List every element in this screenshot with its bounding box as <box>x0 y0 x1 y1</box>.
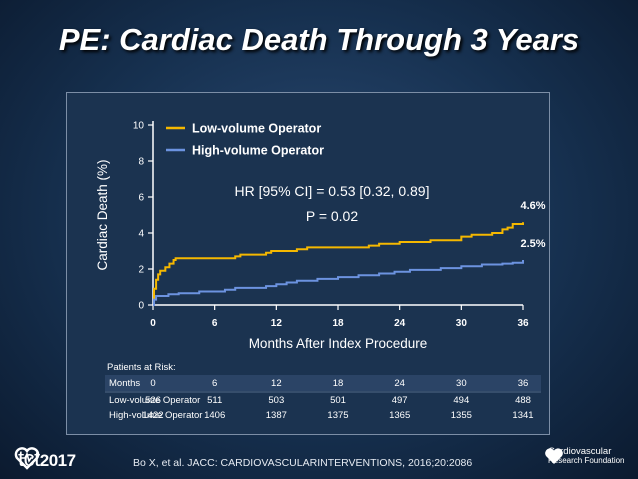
p-value-annotation: P = 0.02 <box>306 208 359 224</box>
risk-table-cell: 1375 <box>327 410 348 421</box>
slide-title: PE: Cardiac Death Through 3 Years <box>58 22 580 57</box>
heart-logo-icon <box>14 447 40 470</box>
risk-table-cell: 526 <box>145 395 161 406</box>
legend-label-high-volume: High-volume Operator <box>192 144 324 158</box>
risk-table-month: 6 <box>212 378 217 389</box>
tct-year: 2017 <box>39 451 76 470</box>
risk-table-cell: 494 <box>453 395 469 406</box>
y-tick-label: 10 <box>133 121 145 132</box>
risk-table-month: 24 <box>394 378 405 389</box>
y-tick-label: 8 <box>138 157 144 168</box>
hazard-ratio-annotation: HR [95% CI] = 0.53 [0.32, 0.89] <box>235 183 430 199</box>
crf-line2: Research Foundation <box>548 456 625 465</box>
series-line-low-volume <box>153 222 524 306</box>
risk-table-cell: 1422 <box>142 410 163 421</box>
risk-table-cell: 1341 <box>512 410 533 421</box>
x-tick-label: 0 <box>150 318 156 329</box>
x-tick-label: 12 <box>271 318 283 329</box>
x-tick-label: 30 <box>456 318 468 329</box>
x-tick-label: 18 <box>332 318 344 329</box>
risk-table-header-label: Months <box>109 378 140 389</box>
tct-logo: tct2017 <box>14 446 76 472</box>
end-label-high-volume: 2.5% <box>520 238 545 250</box>
risk-table-cell: 1387 <box>266 410 287 421</box>
risk-table-cell: 1406 <box>204 410 225 421</box>
y-axis-label: Cardiac Death (%) <box>95 159 110 270</box>
risk-table-month: 0 <box>150 378 155 389</box>
y-tick-label: 4 <box>138 229 144 240</box>
risk-table-cell: 1355 <box>451 410 472 421</box>
risk-table-month: 36 <box>518 378 529 389</box>
risk-table-row-label: Low-volume Operator <box>109 395 200 406</box>
risk-table-month: 12 <box>271 378 282 389</box>
risk-table-cell: 488 <box>515 395 531 406</box>
risk-table-month: 30 <box>456 378 467 389</box>
x-tick-label: 36 <box>517 318 529 329</box>
crf-logo: Cardiovascular Research Foundation <box>544 447 625 465</box>
risk-table-cell: 497 <box>392 395 408 406</box>
risk-table-cell: 1365 <box>389 410 410 421</box>
risk-table-header-band <box>105 375 541 391</box>
y-tick-label: 0 <box>138 301 144 312</box>
risk-table-heading: Patients at Risk: <box>107 362 176 373</box>
y-tick-label: 2 <box>138 265 144 276</box>
y-tick-label: 6 <box>138 193 144 204</box>
x-tick-label: 6 <box>212 318 218 329</box>
chart-panel: 0 2 4 6 8 10 0 6 12 18 24 30 36 Months After Index Pr… <box>66 92 550 435</box>
x-tick-label: 24 <box>394 318 406 329</box>
risk-table-row-label: High-volume Operator <box>109 410 202 421</box>
x-axis-label: Months After Index Procedure <box>249 336 428 351</box>
citation: Bo X, et al. JACC: CARDIOVASCULARINTERVE… <box>133 457 473 469</box>
series-line-high-volume <box>153 260 524 306</box>
crf-heart-icon <box>545 448 563 464</box>
risk-table-cell: 511 <box>207 395 222 406</box>
risk-table-cell: 501 <box>330 395 346 406</box>
risk-table-month: 18 <box>333 378 344 389</box>
end-label-low-volume: 4.6% <box>520 200 545 212</box>
risk-table-cell: 503 <box>268 395 284 406</box>
legend-label-low-volume: Low-volume Operator <box>192 122 321 136</box>
crf-line1: Cardiovascular <box>548 446 612 457</box>
